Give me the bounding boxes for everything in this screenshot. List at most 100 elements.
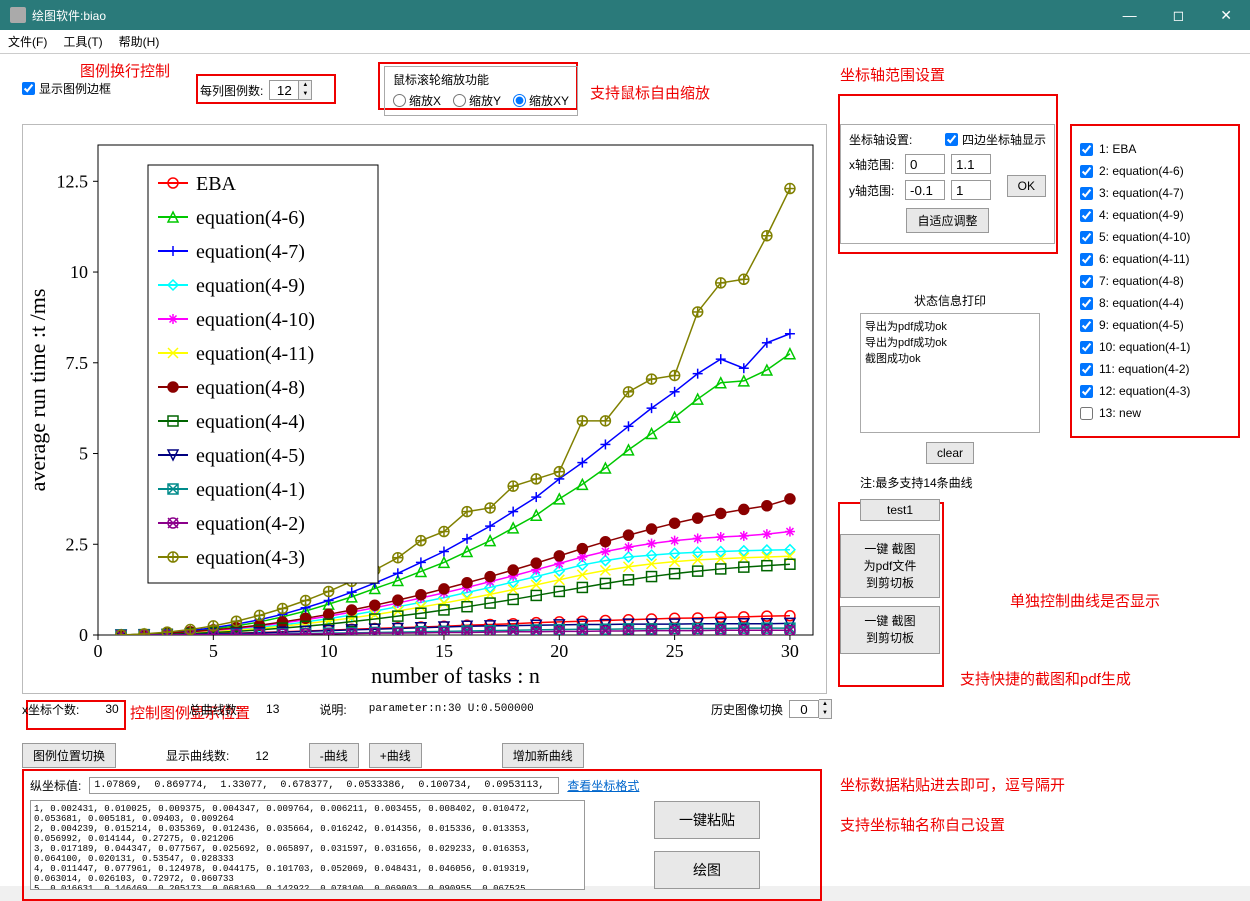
spin-down[interactable]: ▼ bbox=[299, 90, 311, 99]
coord-data-textarea[interactable] bbox=[30, 800, 585, 890]
close-button[interactable]: ✕ bbox=[1212, 3, 1240, 28]
curve-checklist: 1: EBA 2: equation(4-6) 3: equation(4-7) 4:… bbox=[1070, 124, 1240, 438]
yvals-input[interactable] bbox=[89, 777, 559, 794]
axis-settings-title: 坐标轴设置: bbox=[849, 131, 912, 148]
annotation-coord-paste: 坐标数据粘贴进去即可，逗号隔开 bbox=[840, 774, 1065, 795]
svg-text:equation(4-1): equation(4-1) bbox=[196, 479, 305, 501]
screenshot-button[interactable]: 一键 截图到剪切板 bbox=[840, 606, 940, 654]
curve-check-0[interactable]: 1: EBA bbox=[1080, 142, 1230, 156]
draw-button[interactable]: 绘图 bbox=[654, 851, 760, 889]
svg-text:10: 10 bbox=[70, 262, 88, 282]
chart-area: 0 5 10 15 20 25 30 0 2.5 5 7.5 10 12.5 number of task… bbox=[22, 124, 827, 694]
status-title: 状态信息打印 bbox=[860, 292, 1040, 309]
maximize-button[interactable]: ◻ bbox=[1165, 3, 1193, 28]
svg-text:12.5: 12.5 bbox=[57, 171, 89, 191]
plus-curve-button[interactable]: +曲线 bbox=[369, 743, 422, 768]
annotation-legend-wrap: 图例换行控制 bbox=[80, 60, 170, 81]
svg-text:equation(4-7): equation(4-7) bbox=[196, 241, 305, 263]
legend-pos-button[interactable]: 图例位置切换 bbox=[22, 743, 116, 768]
svg-text:7.5: 7.5 bbox=[66, 353, 89, 373]
four-axes-check[interactable]: 四边坐标轴显示 bbox=[945, 131, 1046, 148]
ymin-input[interactable] bbox=[905, 180, 945, 200]
curve-check-9[interactable]: 10: equation(4-1) bbox=[1080, 340, 1230, 354]
xmax-input[interactable] bbox=[951, 154, 991, 174]
annotation-free-zoom: 支持鼠标自由缩放 bbox=[590, 82, 710, 103]
view-format-link[interactable]: 查看坐标格式 bbox=[567, 777, 639, 794]
app-icon bbox=[10, 7, 26, 23]
svg-text:5: 5 bbox=[209, 641, 218, 661]
ymax-input[interactable] bbox=[951, 180, 991, 200]
curve-check-3[interactable]: 4: equation(4-9) bbox=[1080, 208, 1230, 222]
curve-check-6[interactable]: 7: equation(4-8) bbox=[1080, 274, 1230, 288]
menu-file[interactable]: 文件(F) bbox=[8, 33, 47, 50]
axis-settings-panel: 坐标轴设置: 四边坐标轴显示 x轴范围: OK y轴范围: 自适应调整 bbox=[840, 124, 1055, 244]
autofit-button[interactable]: 自适应调整 bbox=[906, 208, 988, 233]
zoom-xy-radio[interactable]: 缩放XY bbox=[513, 92, 569, 109]
add-curve-button[interactable]: 增加新曲线 bbox=[502, 743, 584, 768]
svg-text:EBA: EBA bbox=[196, 173, 237, 195]
paste-button[interactable]: 一键粘贴 bbox=[654, 801, 760, 839]
annotation-axis-name: 支持坐标轴名称自己设置 bbox=[840, 814, 1005, 835]
svg-text:equation(4-8): equation(4-8) bbox=[196, 377, 305, 399]
curve-check-7[interactable]: 8: equation(4-4) bbox=[1080, 296, 1230, 310]
curve-check-12[interactable]: 13: new bbox=[1080, 406, 1230, 420]
svg-text:equation(4-4): equation(4-4) bbox=[196, 411, 305, 433]
zoom-y-radio[interactable]: 缩放Y bbox=[453, 92, 501, 109]
status-panel: 状态信息打印 clear 注:最多支持14条曲线 test1 bbox=[860, 292, 1040, 521]
hist-input[interactable] bbox=[789, 700, 819, 718]
minus-curve-button[interactable]: -曲线 bbox=[309, 743, 359, 768]
yrange-label: y轴范围: bbox=[849, 182, 899, 199]
svg-text:equation(4-5): equation(4-5) bbox=[196, 445, 305, 467]
curve-check-11[interactable]: 12: equation(4-3) bbox=[1080, 384, 1230, 398]
window-title: 绘图软件:biao bbox=[32, 7, 106, 24]
curve-check-4[interactable]: 5: equation(4-10) bbox=[1080, 230, 1230, 244]
svg-text:equation(4-11): equation(4-11) bbox=[196, 343, 314, 365]
clear-button[interactable]: clear bbox=[926, 442, 974, 464]
test-button[interactable]: test1 bbox=[860, 499, 940, 521]
coord-panel: 纵坐标值: 查看坐标格式 一键粘贴 绘图 bbox=[22, 769, 822, 901]
svg-text:average run time :t /ms: average run time :t /ms bbox=[25, 289, 50, 492]
status-textarea[interactable] bbox=[860, 313, 1040, 433]
zoom-x-radio[interactable]: 缩放X bbox=[393, 92, 441, 109]
ok-button[interactable]: OK bbox=[1007, 175, 1046, 197]
yvals-label: 纵坐标值: bbox=[30, 777, 81, 794]
menu-help[interactable]: 帮助(H) bbox=[119, 33, 160, 50]
legend-cols-input[interactable] bbox=[269, 80, 299, 100]
curve-check-1[interactable]: 2: equation(4-6) bbox=[1080, 164, 1230, 178]
svg-text:25: 25 bbox=[666, 641, 684, 661]
svg-text:20: 20 bbox=[550, 641, 568, 661]
svg-text:equation(4-3): equation(4-3) bbox=[196, 547, 305, 569]
svg-text:0: 0 bbox=[79, 625, 88, 645]
bottom-controls: x坐标个数:30 总曲线数:13 说明:parameter:n:30 U:0.5… bbox=[22, 699, 832, 768]
annotation-axis-range: 坐标轴范围设置 bbox=[840, 64, 945, 85]
curve-check-5[interactable]: 6: equation(4-11) bbox=[1080, 252, 1230, 266]
menubar: 文件(F) 工具(T) 帮助(H) bbox=[0, 30, 1250, 54]
zoom-group-title: 鼠标滚轮缩放功能 bbox=[393, 71, 569, 88]
xrange-label: x轴范围: bbox=[849, 156, 899, 173]
minimize-button[interactable]: — bbox=[1115, 3, 1145, 28]
status-note: 注:最多支持14条曲线 bbox=[860, 474, 1040, 491]
show-legend-border-check[interactable]: 显示图例边框 bbox=[22, 80, 111, 97]
spin-up[interactable]: ▲ bbox=[299, 81, 311, 90]
curve-check-8[interactable]: 9: equation(4-5) bbox=[1080, 318, 1230, 332]
svg-text:30: 30 bbox=[781, 641, 799, 661]
pdf-screenshot-button[interactable]: 一键 截图为pdf文件到剪切板 bbox=[840, 534, 940, 598]
svg-text:15: 15 bbox=[435, 641, 453, 661]
svg-text:2.5: 2.5 bbox=[66, 534, 89, 554]
curve-check-10[interactable]: 11: equation(4-2) bbox=[1080, 362, 1230, 376]
legend-cols-label: 每列图例数: bbox=[200, 82, 263, 99]
curve-check-2[interactable]: 3: equation(4-7) bbox=[1080, 186, 1230, 200]
menu-tools[interactable]: 工具(T) bbox=[63, 33, 102, 50]
annotation-quick-shot: 支持快捷的截图和pdf生成 bbox=[960, 668, 1131, 689]
svg-text:5: 5 bbox=[79, 444, 88, 464]
titlebar: 绘图软件:biao — ◻ ✕ bbox=[0, 0, 1250, 30]
svg-text:number of tasks : n: number of tasks : n bbox=[371, 663, 540, 688]
svg-text:equation(4-10): equation(4-10) bbox=[196, 309, 315, 331]
svg-text:10: 10 bbox=[320, 641, 338, 661]
svg-text:0: 0 bbox=[94, 641, 103, 661]
xmin-input[interactable] bbox=[905, 154, 945, 174]
annotation-curve-toggle: 单独控制曲线是否显示 bbox=[1010, 590, 1160, 611]
svg-text:equation(4-9): equation(4-9) bbox=[196, 275, 305, 297]
svg-text:equation(4-6): equation(4-6) bbox=[196, 207, 305, 229]
svg-text:equation(4-2): equation(4-2) bbox=[196, 513, 305, 535]
